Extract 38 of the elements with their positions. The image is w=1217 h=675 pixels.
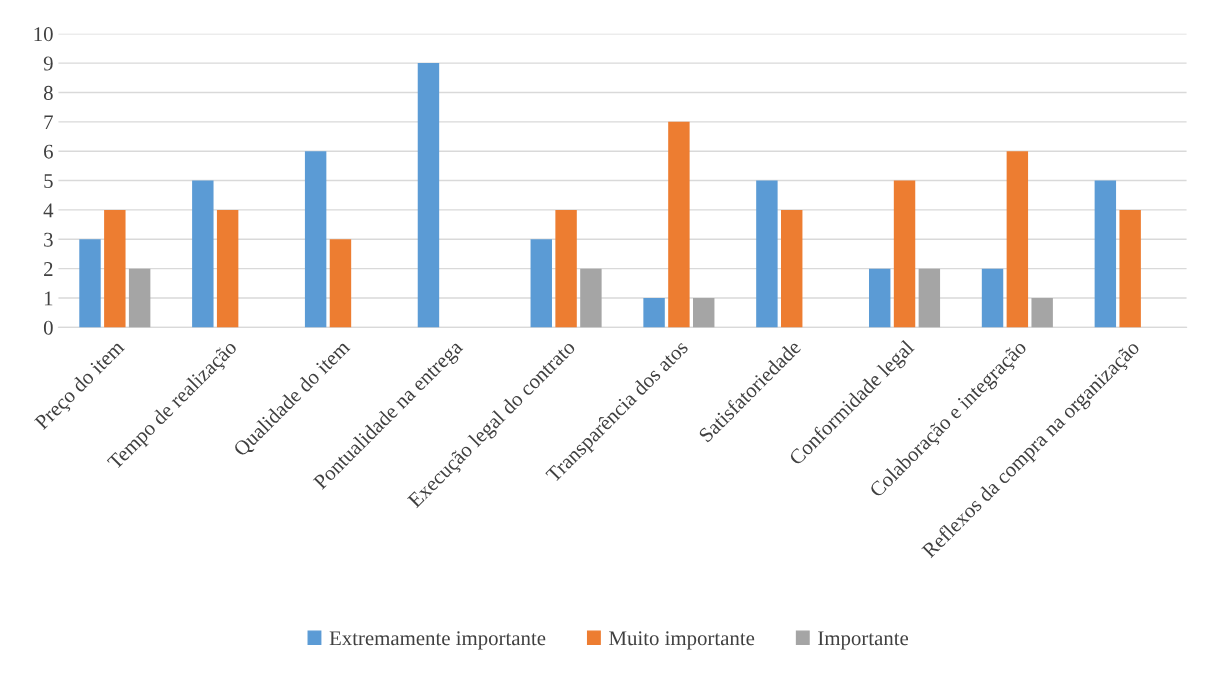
legend-label: Muito importante: [609, 631, 755, 650]
bar: [1094, 180, 1117, 328]
legend-label: Importante: [818, 631, 909, 650]
bar: [79, 239, 101, 328]
bar: [693, 298, 715, 328]
y-tick-label: 3: [44, 232, 53, 247]
bar: [304, 151, 327, 328]
bar: [329, 239, 352, 328]
y-tick-label: 7: [44, 115, 53, 130]
y-tick-label: 5: [44, 174, 53, 188]
bar: [1031, 298, 1053, 328]
bar: [668, 121, 690, 328]
y-tick-label: 1: [44, 291, 53, 306]
bar: [128, 268, 151, 328]
bar: [869, 268, 891, 328]
bar: [981, 268, 1004, 328]
bar: [918, 268, 941, 328]
bar: [1006, 151, 1029, 328]
bar: [216, 209, 239, 328]
y-tick-label: 6: [44, 144, 53, 159]
y-tick-label: 2: [44, 262, 53, 276]
y-tick-label: 0: [43, 320, 53, 335]
bar: [555, 209, 577, 328]
y-tick-label: 10: [34, 27, 53, 42]
y-tick-label: 9: [43, 56, 53, 71]
bar: [643, 298, 665, 328]
legend-label: Extremamente importante: [329, 631, 546, 650]
bar: [417, 63, 440, 328]
bar: [893, 180, 916, 328]
bar: [104, 209, 126, 328]
y-tick-label: 4: [43, 203, 54, 218]
bar: [781, 209, 803, 328]
bar: [756, 180, 778, 328]
bar: [580, 268, 602, 328]
bar: [192, 180, 214, 328]
bar: [530, 239, 552, 328]
y-tick-label: 8: [43, 85, 53, 100]
bar: [1119, 209, 1141, 328]
